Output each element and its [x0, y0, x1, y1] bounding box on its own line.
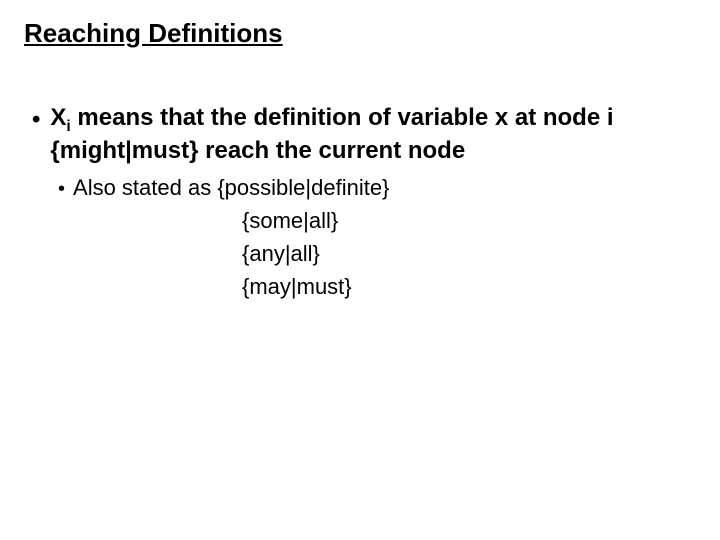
alt-2: {some|all} [242, 204, 696, 237]
main-bullet-rest: means that the definition of variable x … [50, 104, 613, 164]
alt-4: {may|must} [242, 270, 696, 303]
main-bullet: • Xi means that the definition of variab… [32, 103, 696, 165]
sub-bullet-dot-icon: • [58, 174, 65, 204]
alt-3: {any|all} [242, 237, 696, 270]
alt-1: {possible|definite} [217, 175, 389, 200]
sub-bullet-lead: Also stated as [73, 175, 217, 200]
var-x: X [50, 104, 66, 131]
sub-bullet-text: Also stated as {possible|definite} [73, 171, 389, 204]
sub-bullet: • Also stated as {possible|definite} [58, 171, 696, 204]
slide-title: Reaching Definitions [24, 18, 696, 49]
main-bullet-text: Xi means that the definition of variable… [50, 103, 696, 165]
bullet-dot-icon: • [32, 105, 40, 134]
